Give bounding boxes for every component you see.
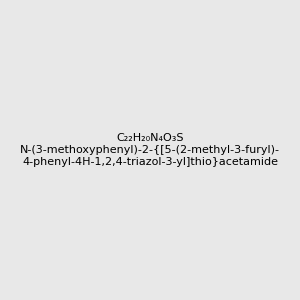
Text: C₂₂H₂₀N₄O₃S
N-(3-methoxyphenyl)-2-{[5-(2-methyl-3-furyl)-
4-phenyl-4H-1,2,4-tria: C₂₂H₂₀N₄O₃S N-(3-methoxyphenyl)-2-{[5-(2… bbox=[20, 134, 280, 166]
